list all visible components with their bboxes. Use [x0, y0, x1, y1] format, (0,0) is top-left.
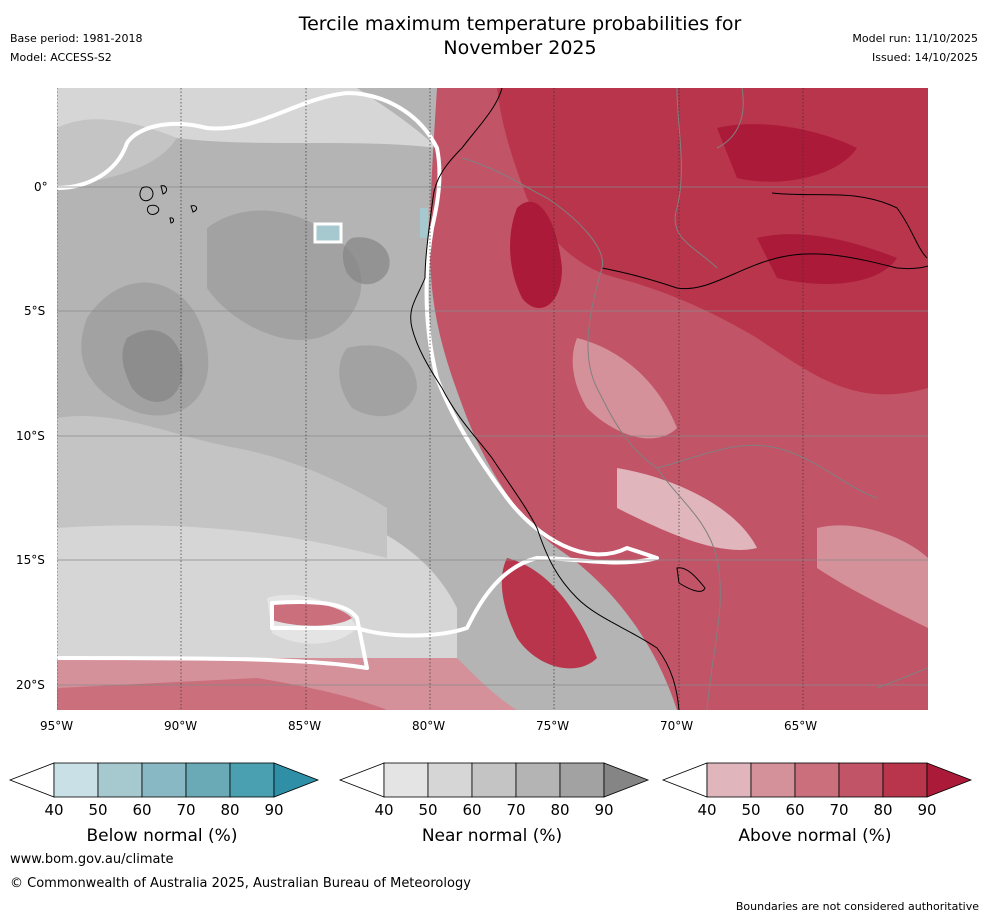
colorbar-extension-low [8, 762, 55, 798]
lat-label: 20°S [16, 678, 45, 692]
colorbar-tick-label: 70 [829, 801, 849, 819]
near-normal-zone-90 [122, 330, 183, 402]
colorbar-tick-label: 60 [785, 801, 805, 819]
above-normal-zone-40 [617, 468, 757, 550]
below-normal-spot [313, 222, 343, 244]
colorbar-segment [427, 762, 473, 798]
colorbar-extension-low [661, 762, 708, 798]
near-normal-boundary [57, 91, 659, 670]
colorbar-tick-label: 50 [88, 801, 108, 819]
colorbar-segment [53, 762, 99, 798]
map-svg [57, 88, 928, 710]
colorbar-segment [794, 762, 840, 798]
map-title: Tercile maximum temperature probabilitie… [200, 12, 840, 60]
colorbar-below-normal [8, 762, 320, 798]
lon-label: 75°W [536, 719, 570, 733]
colorbar-extension-high [603, 762, 650, 798]
base-period: Base period: 1981-2018 [10, 32, 143, 45]
above-normal-south [57, 678, 387, 710]
model-name: Model: ACCESS-S2 [10, 51, 112, 64]
near-normal-zone-70 [57, 415, 387, 558]
colorbar-tick-label: 60 [132, 801, 152, 819]
above-normal-zone-90 [757, 234, 897, 284]
longitude-gridlines [57, 88, 804, 710]
colorbar-segment [515, 762, 561, 798]
colorbar-tick-label: 70 [506, 801, 526, 819]
colorbar-tick-label: 50 [418, 801, 438, 819]
colorbar-tick-label: 80 [550, 801, 570, 819]
colorbar-title-above: Above normal (%) [738, 826, 892, 846]
above-normal-zone-90 [510, 201, 562, 308]
lat-label: 0° [34, 180, 48, 194]
latitude-gridlines [57, 186, 928, 686]
colorbar-segment [97, 762, 143, 798]
footer-copyright: © Commonwealth of Australia 2025, Austra… [10, 876, 471, 891]
galapagos-islands [139, 185, 198, 224]
near-normal-zone-70 [57, 117, 177, 188]
colorbar-tick-label: 80 [873, 801, 893, 819]
colorbar-segment [229, 762, 275, 798]
colorbar-segment [185, 762, 231, 798]
lon-label: 85°W [288, 719, 322, 733]
probability-map [57, 88, 928, 710]
lon-label: 65°W [784, 719, 818, 733]
below-normal-spot [420, 208, 428, 238]
title-line-1: Tercile maximum temperature probabilitie… [298, 13, 742, 35]
near-normal-zone-60 [57, 88, 437, 148]
colorbar-tick-label: 50 [741, 801, 761, 819]
colorbar-segment [141, 762, 187, 798]
colorbar-tick-label: 60 [462, 801, 482, 819]
near-normal-zone-80 [339, 345, 417, 417]
lat-label: 10°S [16, 429, 45, 443]
above-normal-zone-50 [817, 525, 928, 628]
lon-label: 80°W [412, 719, 446, 733]
above-normal-zone-80 [501, 558, 597, 669]
colorbars [8, 762, 973, 798]
colorbar-segment [882, 762, 928, 798]
colorbar-tick-label: 90 [264, 801, 284, 819]
above-normal-zone-50 [572, 338, 677, 439]
colorbar-tick-label: 40 [697, 801, 717, 819]
colorbar-extension-high [926, 762, 973, 798]
footer-url: www.bom.gov.au/climate [10, 852, 174, 867]
colorbar-segment [471, 762, 517, 798]
title-line-2: November 2025 [443, 37, 597, 59]
near-normal-zone-90 [342, 237, 390, 285]
above-normal-zone-90 [717, 124, 857, 182]
colorbar-segment [383, 762, 429, 798]
colorbar-above-normal [661, 762, 973, 798]
colorbar-title-near: Near normal (%) [421, 826, 563, 846]
river-line [601, 253, 928, 290]
lon-label: 90°W [164, 719, 198, 733]
colorbar-segment [559, 762, 605, 798]
colorbar-extension-high [273, 762, 320, 798]
lat-label: 15°S [16, 553, 45, 567]
colorbar-segment [706, 762, 752, 798]
colorbar-tick-label: 40 [44, 801, 64, 819]
footer-disclaimer: Boundaries are not considered authoritat… [735, 900, 979, 913]
colorbar-tick-label: 90 [594, 801, 614, 819]
colorbar-segment [838, 762, 884, 798]
colorbar-tick-label: 40 [374, 801, 394, 819]
colorbar-tick-label: 70 [176, 801, 196, 819]
colorbar-extension-low [338, 762, 385, 798]
above-normal-spot [272, 601, 352, 626]
colorbar-tick-label: 90 [917, 801, 937, 819]
lon-label: 70°W [660, 719, 694, 733]
lake-titicaca [676, 567, 706, 592]
colorbar-tick-label: 80 [220, 801, 240, 819]
coastline [410, 88, 680, 710]
country-borders [461, 88, 928, 710]
colorbar-near-normal [338, 762, 650, 798]
lat-label: 5°S [24, 304, 46, 318]
model-run: Model run: 11/10/2025 [852, 32, 978, 45]
colorbar-title-below: Below normal (%) [86, 826, 238, 846]
river-line [771, 192, 928, 259]
issued-date: Issued: 14/10/2025 [871, 51, 978, 64]
colorbar-segment [750, 762, 796, 798]
lon-label: 95°W [40, 719, 74, 733]
